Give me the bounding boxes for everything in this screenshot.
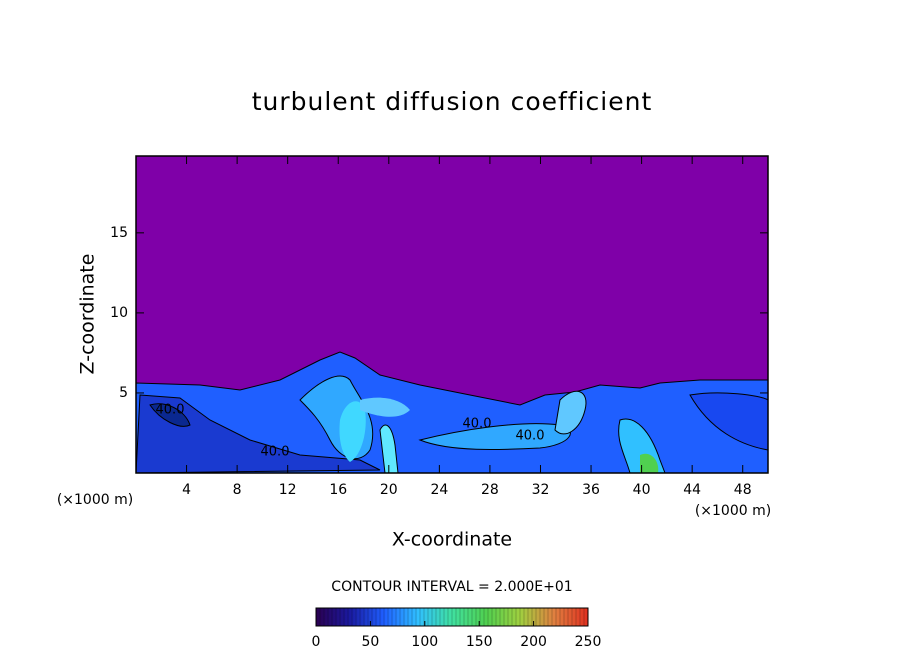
contour-label: 40.0: [261, 445, 290, 460]
turbulent-layer: [136, 351, 768, 473]
layer-region: [379, 424, 399, 473]
colorbar-tick-label: 50: [361, 634, 379, 650]
x-axis-label: X-coordinate: [392, 529, 512, 551]
layer-region: [136, 351, 768, 473]
x-tick-label: 8: [233, 482, 242, 498]
contour-label: 40.0: [463, 417, 492, 432]
layer-region: [339, 401, 366, 462]
x-tick-label: 4: [182, 482, 191, 498]
colorbar-tick-label: 150: [466, 634, 493, 650]
y-tick-label: 15: [110, 225, 128, 241]
x-tick-label: 24: [430, 482, 448, 498]
contour-label: 40.0: [156, 403, 185, 418]
contour-label: 40.0: [516, 429, 545, 444]
layer-region: [640, 453, 659, 473]
layer-region: [554, 390, 587, 435]
y-axis-label: Z-coordinate: [77, 254, 99, 375]
x-tick-label: 28: [481, 482, 499, 498]
x-tick-label: 32: [532, 482, 550, 498]
x-tick-label: 36: [582, 482, 600, 498]
x-unit: (×1000 m): [695, 503, 771, 519]
layer-region: [418, 423, 571, 450]
x-tick-label: 48: [734, 482, 752, 498]
colorbar-tick-label: 0: [312, 634, 321, 650]
x-tick-label: 20: [380, 482, 398, 498]
layer-region: [149, 403, 191, 427]
layer-region: [360, 397, 410, 417]
layer-region: [136, 394, 381, 473]
x-unit: (×1000 m): [57, 492, 133, 508]
colorbar-tick-label: 100: [411, 634, 438, 650]
plot-frame: [135, 155, 769, 474]
chart-title: turbulent diffusion coefficient: [252, 87, 653, 116]
y-tick-label: 5: [119, 385, 128, 401]
contour-interval: CONTOUR INTERVAL = 2.000E+01: [331, 579, 572, 595]
y-tick-label: 10: [110, 305, 128, 321]
x-tick-label: 40: [633, 482, 651, 498]
colorbar-tick-label: 200: [520, 634, 547, 650]
x-tick-label: 12: [279, 482, 297, 498]
colorbar: [315, 607, 589, 627]
colorbar-tick-label: 250: [575, 634, 602, 650]
x-tick-label: 16: [329, 482, 347, 498]
x-tick-label: 44: [683, 482, 701, 498]
